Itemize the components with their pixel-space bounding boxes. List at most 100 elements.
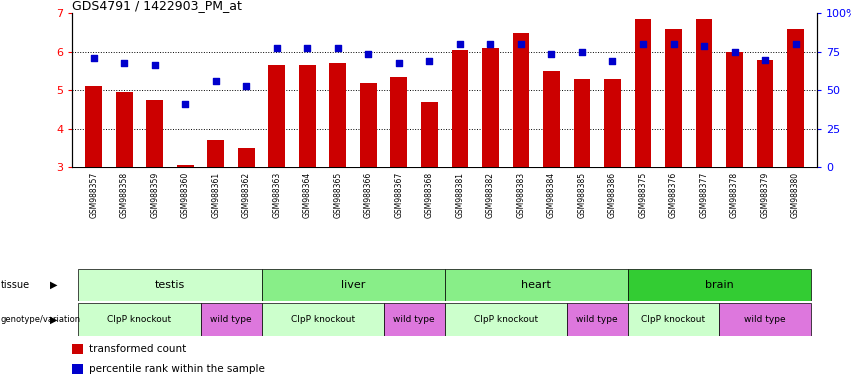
Point	[179, 101, 192, 107]
Point	[637, 41, 650, 47]
Text: ClpP knockout: ClpP knockout	[107, 315, 172, 324]
Bar	[444, 269, 628, 301]
Text: GSM988376: GSM988376	[669, 172, 678, 218]
Text: wild type: wild type	[576, 315, 618, 324]
Point	[758, 56, 772, 63]
Bar	[391, 77, 408, 167]
Text: tissue: tissue	[1, 280, 30, 290]
Text: wild type: wild type	[210, 315, 252, 324]
Bar	[329, 63, 346, 167]
Bar	[543, 71, 560, 167]
Point	[239, 83, 253, 89]
Bar	[72, 344, 83, 354]
Point	[331, 45, 345, 51]
Bar	[208, 140, 224, 167]
Text: liver: liver	[341, 280, 365, 290]
Text: GSM988367: GSM988367	[394, 172, 403, 218]
Point	[514, 41, 528, 47]
Bar	[628, 269, 811, 301]
Bar	[726, 52, 743, 167]
Text: GSM988360: GSM988360	[180, 172, 190, 218]
Text: GSM988383: GSM988383	[517, 172, 525, 218]
Point	[483, 41, 497, 47]
Bar	[444, 303, 567, 336]
Text: wild type: wild type	[745, 315, 785, 324]
Bar	[177, 165, 194, 167]
Text: GSM988382: GSM988382	[486, 172, 495, 218]
Bar	[78, 269, 261, 301]
Point	[117, 60, 131, 66]
Bar	[482, 48, 499, 167]
Text: GSM988363: GSM988363	[272, 172, 282, 218]
Text: transformed count: transformed count	[89, 344, 186, 354]
Bar	[421, 102, 437, 167]
Text: genotype/variation: genotype/variation	[1, 315, 81, 324]
Point	[300, 45, 314, 51]
Bar	[384, 303, 444, 336]
Bar	[268, 65, 285, 167]
Bar	[299, 65, 316, 167]
Text: GSM988357: GSM988357	[89, 172, 98, 218]
Text: GSM988358: GSM988358	[120, 172, 129, 218]
Text: GSM988379: GSM988379	[761, 172, 769, 218]
Point	[362, 51, 375, 57]
Bar	[628, 303, 719, 336]
Bar	[360, 83, 377, 167]
Text: GSM988365: GSM988365	[334, 172, 342, 218]
Text: ClpP knockout: ClpP knockout	[474, 315, 538, 324]
Point	[87, 55, 100, 61]
Point	[148, 62, 162, 68]
Point	[453, 41, 466, 47]
Bar	[512, 33, 529, 167]
Point	[666, 41, 680, 47]
Text: testis: testis	[155, 280, 186, 290]
Text: GSM988385: GSM988385	[578, 172, 586, 218]
Text: GSM988368: GSM988368	[425, 172, 434, 218]
Point	[270, 45, 283, 51]
Text: GSM988359: GSM988359	[151, 172, 159, 218]
Bar	[78, 303, 201, 336]
Bar	[574, 79, 591, 167]
Point	[392, 60, 406, 66]
Bar	[635, 19, 651, 167]
Text: GSM988378: GSM988378	[730, 172, 739, 218]
Bar	[567, 303, 628, 336]
Text: GSM988380: GSM988380	[791, 172, 800, 218]
Text: GDS4791 / 1422903_PM_at: GDS4791 / 1422903_PM_at	[72, 0, 243, 12]
Bar	[146, 100, 163, 167]
Text: GSM988386: GSM988386	[608, 172, 617, 218]
Point	[575, 49, 589, 55]
Point	[606, 58, 620, 65]
Text: percentile rank within the sample: percentile rank within the sample	[89, 364, 266, 374]
Text: ClpP knockout: ClpP knockout	[642, 315, 705, 324]
Point	[209, 78, 223, 84]
Point	[545, 51, 558, 57]
Bar	[116, 92, 133, 167]
Bar	[261, 269, 444, 301]
Text: ▶: ▶	[50, 280, 57, 290]
Text: brain: brain	[705, 280, 734, 290]
Text: ClpP knockout: ClpP knockout	[290, 315, 355, 324]
Bar	[85, 86, 102, 167]
Bar	[238, 148, 254, 167]
Text: GSM988377: GSM988377	[700, 172, 709, 218]
Text: GSM988361: GSM988361	[211, 172, 220, 218]
Text: heart: heart	[522, 280, 551, 290]
Bar	[72, 364, 83, 374]
Text: GSM988366: GSM988366	[364, 172, 373, 218]
Point	[697, 43, 711, 49]
Text: GSM988375: GSM988375	[638, 172, 648, 218]
Text: GSM988362: GSM988362	[242, 172, 251, 218]
Point	[728, 49, 741, 55]
Bar	[757, 60, 774, 167]
Point	[789, 41, 802, 47]
Bar	[452, 50, 468, 167]
Point	[423, 58, 437, 65]
Bar	[787, 29, 804, 167]
Bar	[201, 303, 261, 336]
Text: GSM988364: GSM988364	[303, 172, 311, 218]
Text: wild type: wild type	[393, 315, 435, 324]
Text: ▶: ▶	[50, 314, 57, 325]
Bar	[604, 79, 621, 167]
Text: GSM988381: GSM988381	[455, 172, 465, 218]
